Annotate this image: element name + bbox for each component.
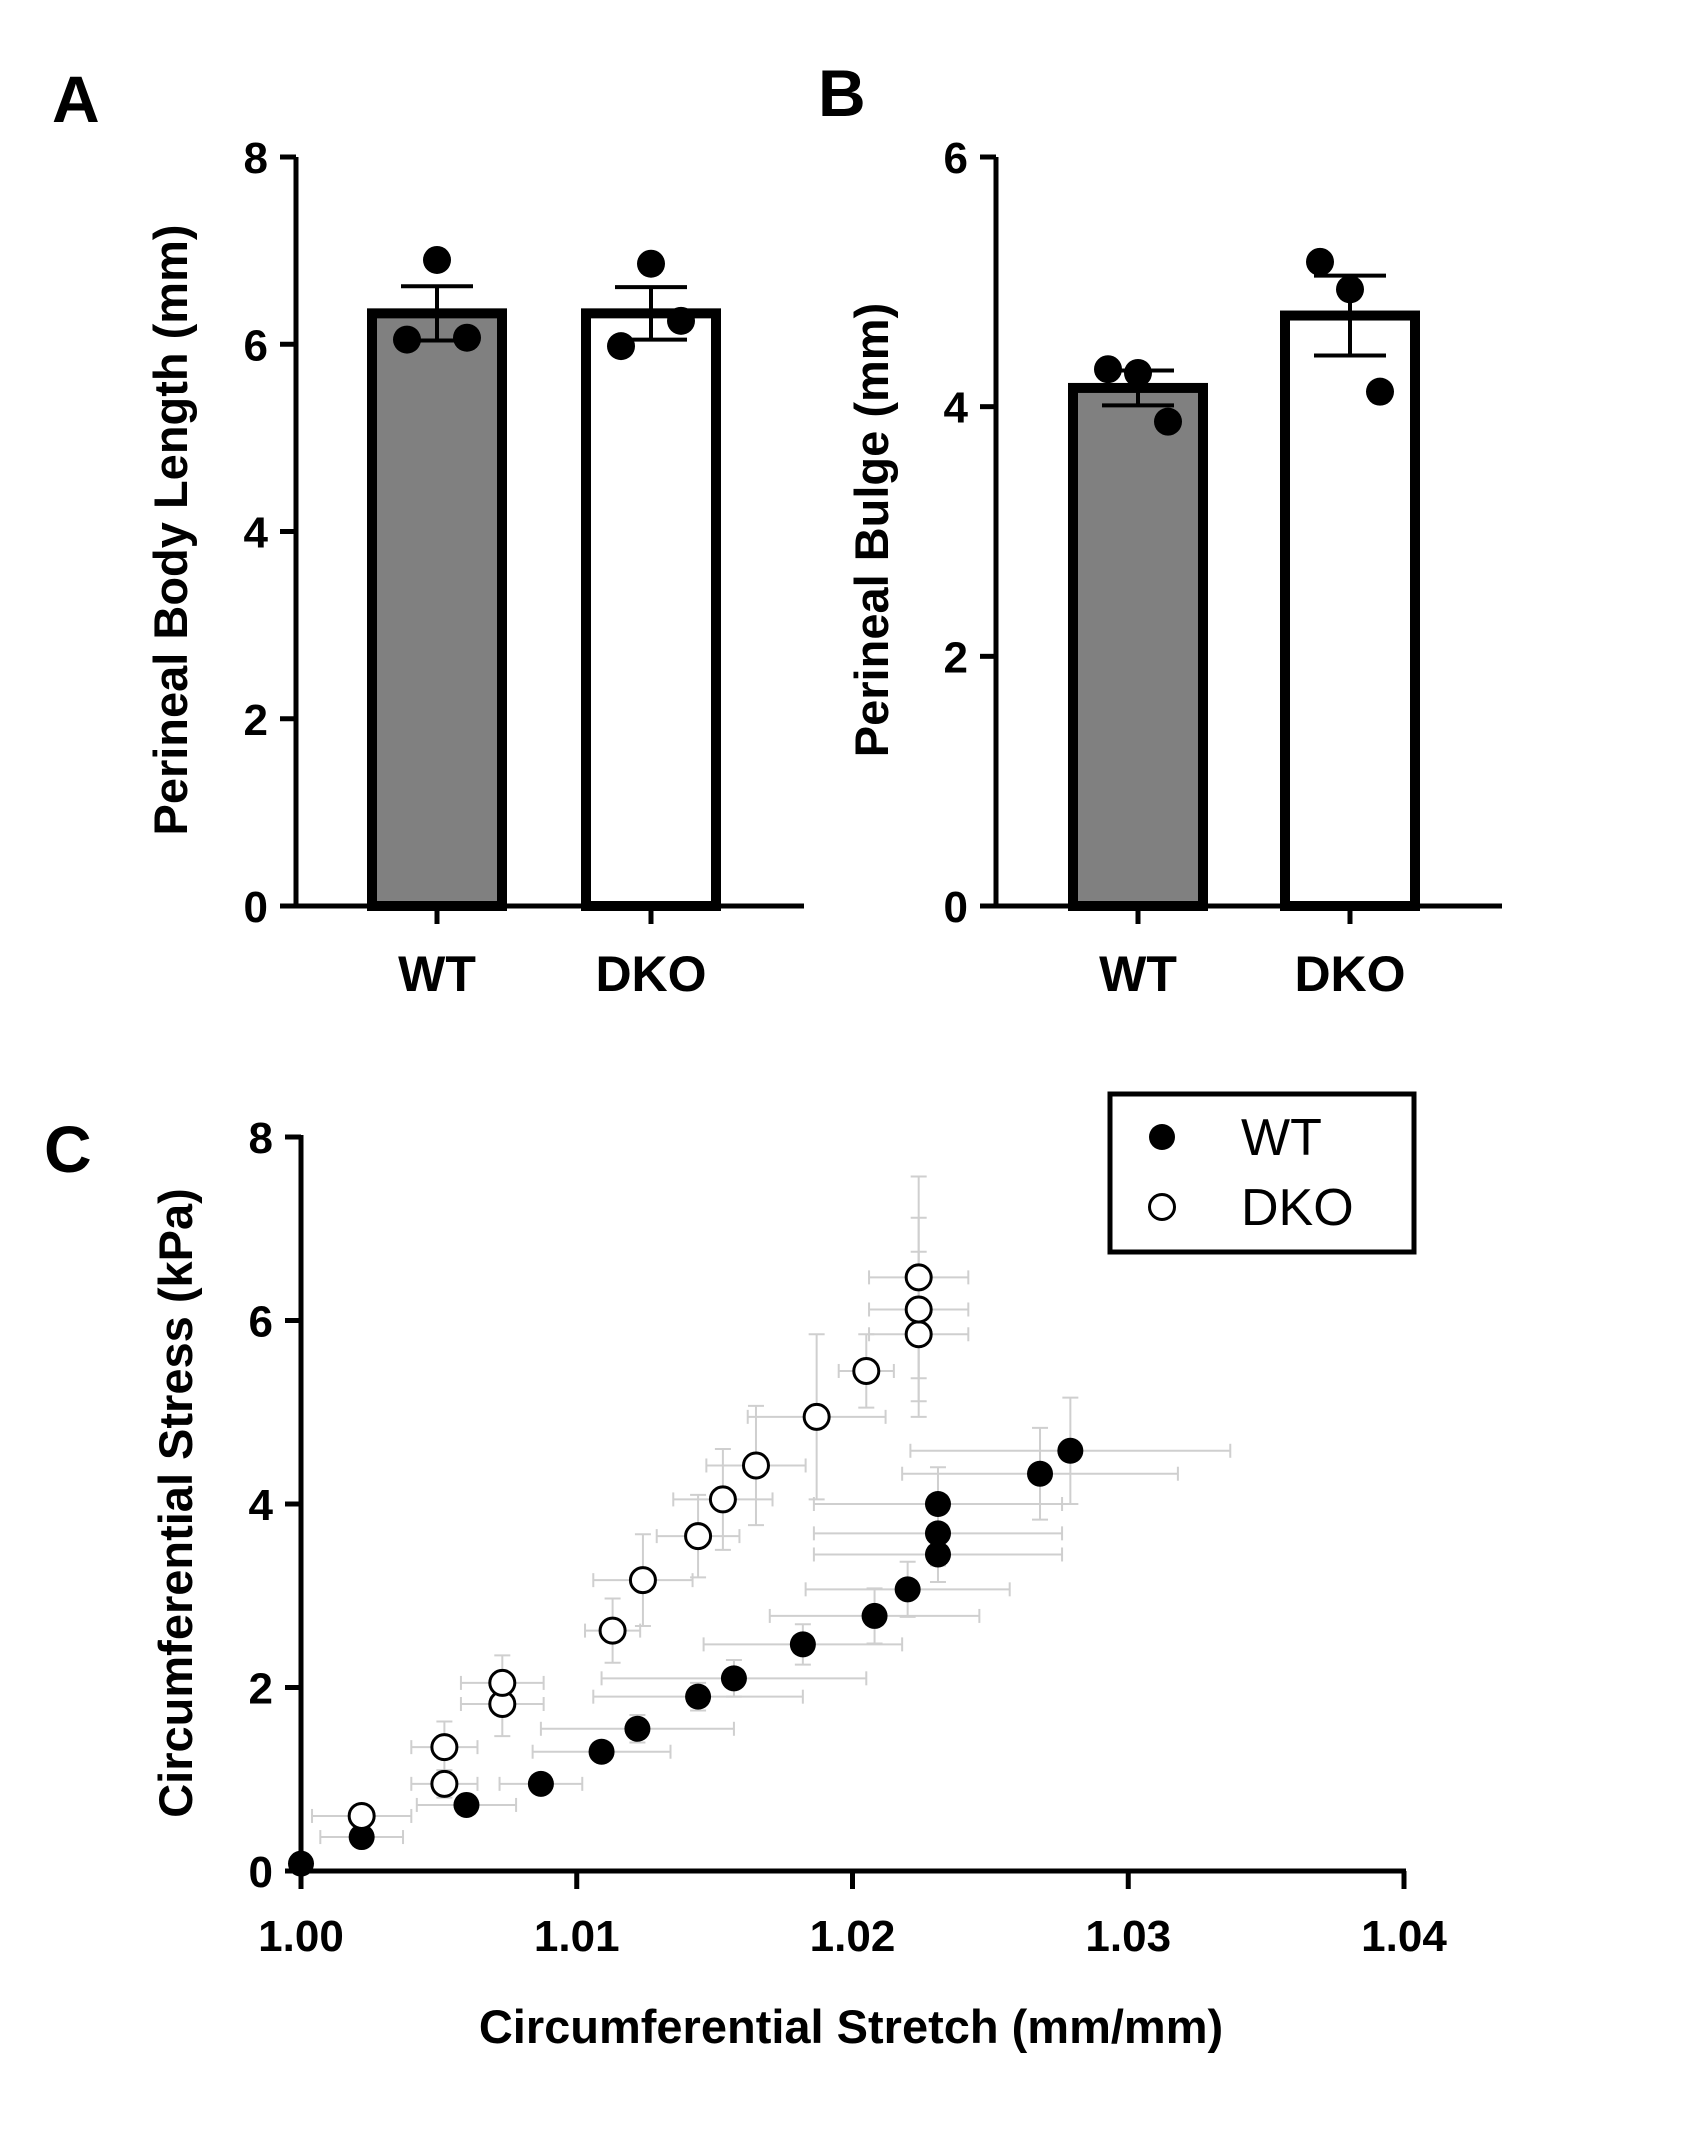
panel-b-bar-dko [1280, 310, 1420, 911]
panel-c-point-wt [527, 1770, 554, 1797]
panel-a-y-axis-title: Perineal Body Length (mm) [144, 224, 197, 835]
panel-c-point-wt [924, 1541, 951, 1568]
panel-c-y-ticks: 0 2 4 6 8 [249, 1114, 301, 1897]
panel-b-data-point-wt [1154, 407, 1182, 436]
panel-a-bar-wt [367, 308, 507, 911]
panel-b-data-point-wt [1094, 355, 1122, 384]
panel-a-data-point-dko [607, 332, 635, 361]
panel-a-data-point-dko [637, 249, 665, 278]
panel-c-scatter-chart: 0 2 4 6 8 1.00 1.01 1.02 1.03 1.04 Circumferenti… [149, 1091, 1447, 2053]
panel-c-x-tick-label: 1.04 [1361, 1912, 1447, 1961]
panel-c-y-tick-label: 0 [249, 1848, 273, 1897]
panel-b-y-tick-label: 4 [944, 384, 969, 433]
legend-marker-dko [1148, 1193, 1176, 1221]
panel-b-y-tick-label: 0 [944, 883, 968, 932]
panel-c-point-dko [628, 1566, 657, 1595]
panel-b-bar-chart: 0 2 4 6 WT DKO Perineal Bulge (mm) [845, 134, 1502, 1002]
panel-c-point-wt [1057, 1437, 1084, 1464]
legend-marker-wt [1149, 1124, 1175, 1150]
panel-a-bar-dko [581, 308, 721, 911]
panel-c-point-dko [904, 1263, 933, 1292]
panel-c-point-wt [1027, 1460, 1054, 1487]
panel-c-point-dko [488, 1668, 517, 1697]
panel-b-data-point-dko [1336, 275, 1364, 304]
panel-a-data-point-wt [453, 323, 481, 352]
panel-c-x-tick-label: 1.03 [1085, 1912, 1171, 1961]
panel-b-x-tick-label-dko: DKO [1294, 946, 1405, 1002]
panel-c-y-axis-title: Circumferential Stress (kPa) [149, 1188, 202, 1818]
panel-c-points [288, 1263, 1084, 1877]
panel-a-data-point-wt [423, 245, 451, 274]
panel-b-x-tick-label-wt: WT [1099, 946, 1177, 1002]
panel-a-y-ticks: 0 2 4 6 8 [244, 134, 296, 932]
panel-c-x-ticks: 1.00 1.01 1.02 1.03 1.04 [258, 1871, 1447, 1961]
panel-b-y-ticks: 0 2 4 6 [944, 134, 996, 932]
panel-b-y-axis-title: Perineal Bulge (mm) [845, 303, 898, 757]
panel-c-point-dko [430, 1769, 459, 1798]
panel-letter-b: B [818, 56, 866, 130]
panel-b-y-tick-label: 6 [944, 134, 968, 183]
panel-c-x-tick-label: 1.01 [534, 1912, 620, 1961]
panel-a-x-tick-label-dko: DKO [595, 946, 706, 1002]
panel-c-point-dko [598, 1616, 627, 1645]
panel-c-y-tick-label: 6 [249, 1298, 273, 1347]
legend-label-dko: DKO [1241, 1179, 1354, 1237]
panel-b-y-tick-label: 2 [944, 633, 968, 682]
panel-c-point-wt [924, 1520, 951, 1547]
panel-c-point-wt [685, 1683, 712, 1710]
panel-a-y-tick-label: 0 [244, 883, 268, 932]
panel-c-point-dko [430, 1733, 459, 1762]
panel-c-point-dko [347, 1801, 376, 1830]
panel-c-point-dko [904, 1295, 933, 1324]
panel-c-point-wt [588, 1738, 615, 1765]
panel-letter-a: A [52, 62, 100, 136]
panel-c-x-tick-label: 1.00 [258, 1912, 344, 1961]
panel-b-data-point-dko [1306, 247, 1334, 276]
legend-label-wt: WT [1241, 1109, 1322, 1167]
panel-b-data-point-wt [1124, 358, 1152, 387]
panel-b-bars: WT DKO [1068, 247, 1420, 1002]
panel-c-x-tick-label: 1.02 [810, 1912, 896, 1961]
panel-a-y-tick-label: 6 [244, 321, 268, 370]
panel-c-point-wt [894, 1576, 921, 1603]
panel-a-bar-chart: 0 2 4 6 8 WT DKO Perineal Body Length (mm) [144, 134, 804, 1002]
panel-a-y-tick-label: 8 [244, 134, 268, 183]
panel-c-point-wt [861, 1602, 888, 1629]
panel-a-x-tick-label-wt: WT [398, 946, 476, 1002]
panel-b-data-point-dko [1366, 377, 1394, 406]
panel-c-point-wt [453, 1791, 480, 1818]
panel-c-y-tick-label: 2 [249, 1665, 273, 1714]
panel-b-bar-wt [1068, 382, 1208, 912]
panel-c-point-wt [789, 1631, 816, 1658]
panel-c-point-wt [624, 1715, 651, 1742]
panel-c-point-dko [741, 1451, 770, 1480]
panel-a-data-point-dko [667, 306, 695, 335]
panel-c-point-dko [852, 1356, 881, 1385]
panel-c-point-dko [708, 1485, 737, 1514]
panel-c-x-axis-title: Circumferential Stretch (mm/mm) [479, 2000, 1223, 2053]
panel-c-point-wt [924, 1491, 951, 1517]
panel-c-legend: WT DKO [1107, 1091, 1417, 1255]
panel-c-y-tick-label: 4 [249, 1481, 274, 1530]
panel-a-data-point-wt [393, 325, 421, 354]
panel-c-point-dko [904, 1320, 933, 1349]
panel-c-point-dko [802, 1402, 831, 1431]
panel-letter-c: C [44, 1112, 92, 1186]
panel-a-y-tick-label: 4 [244, 509, 269, 558]
panel-c-point-wt [348, 1824, 375, 1851]
panel-a-bars: WT DKO [367, 245, 721, 1002]
legend-box [1107, 1091, 1417, 1255]
panel-c-y-tick-label: 8 [249, 1114, 273, 1163]
panel-a-y-tick-label: 2 [244, 696, 268, 745]
panel-c-point-wt [720, 1665, 747, 1692]
panel-c-point-dko [684, 1522, 713, 1551]
